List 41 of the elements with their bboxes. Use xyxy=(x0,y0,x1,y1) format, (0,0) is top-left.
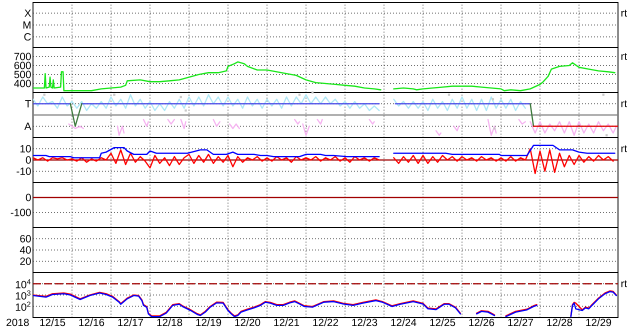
x-tick-label: 12/23 xyxy=(352,318,378,326)
x-tick-label: 12/26 xyxy=(469,318,494,326)
y-tick-label: 10$^{3}$ xyxy=(16,290,30,300)
y-tick-label: 20 xyxy=(20,258,31,265)
x-tick-label: 12/27 xyxy=(508,318,534,326)
x-tick-label: 12/22 xyxy=(313,318,338,326)
y-tick-label: 0 xyxy=(26,156,31,164)
text: rt xyxy=(621,10,628,17)
x-tick-label: 12/25 xyxy=(430,318,456,326)
y-tick-label: 400 xyxy=(14,80,31,88)
x-tick-label: 12/15 xyxy=(40,318,66,326)
text: rt xyxy=(621,100,628,108)
y-tick-label: -10 xyxy=(16,168,31,175)
y-tick-label: 10$^{2}$ xyxy=(16,302,30,311)
x-tick-label: 12/19 xyxy=(196,318,222,326)
y-tick-label: 10$^{4}$ xyxy=(16,279,31,288)
x-tick-label: 12/17 xyxy=(118,318,144,326)
text: rt xyxy=(621,53,628,60)
x-tick-label: 12/24 xyxy=(391,318,416,326)
y-tick-label: C xyxy=(24,33,31,41)
y-tick-label: X xyxy=(24,10,32,17)
y-tick-label: 10 xyxy=(20,145,31,152)
text: rt xyxy=(621,145,628,152)
y-tick-label: M xyxy=(23,21,30,29)
x-axis-title: 2018 xyxy=(6,318,29,326)
x-tick-label: 12/21 xyxy=(274,318,300,326)
ref-line-label: T xyxy=(25,100,32,108)
y-tick-label: 40 xyxy=(20,246,31,254)
y-tick-label: 700 xyxy=(14,52,31,60)
y-tick-label: 600 xyxy=(14,62,31,70)
y-tick-label: 500 xyxy=(14,70,31,78)
x-tick-label: 12/20 xyxy=(235,318,260,326)
x-tick-label: 12/28 xyxy=(547,318,572,326)
y-tick-label: 0 xyxy=(26,194,31,202)
y-tick-label: -100 xyxy=(10,208,31,216)
text: rt xyxy=(621,280,628,288)
x-tick-label: 12/29 xyxy=(586,318,612,326)
x-tick-label: 12/16 xyxy=(79,318,104,326)
x-tick-label: 12/18 xyxy=(157,318,182,326)
ref-line-label: A xyxy=(24,122,32,130)
y-tick-label: 60 xyxy=(20,235,31,242)
